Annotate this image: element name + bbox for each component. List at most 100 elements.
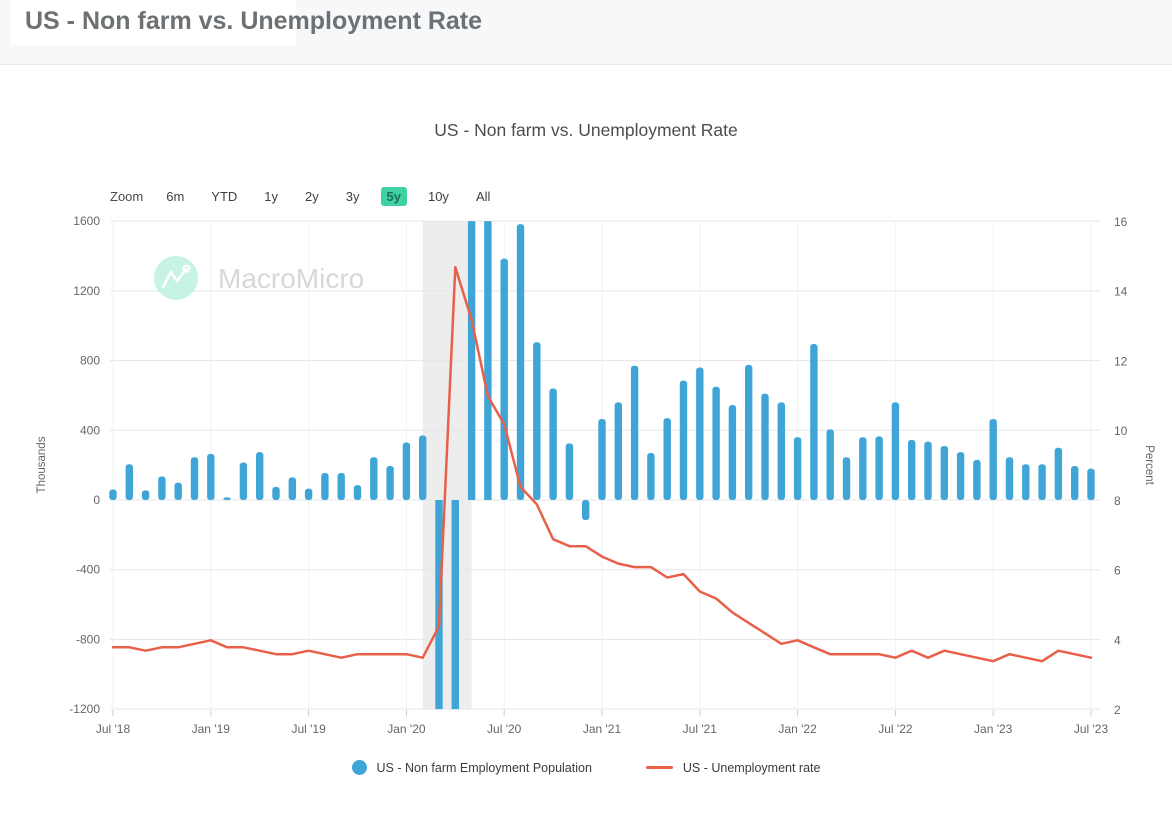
legend-label-nonfarm: US - Non farm Employment Population: [376, 760, 592, 775]
nonfarm-bar[interactable]: [826, 429, 834, 500]
nonfarm-bar[interactable]: [598, 418, 606, 500]
nonfarm-bar[interactable]: [810, 344, 818, 500]
x-tick-label: Jan '19: [192, 722, 231, 736]
y-left-tick-label: 1200: [73, 284, 100, 298]
x-tick-label: Jul '18: [96, 722, 131, 736]
nonfarm-bar[interactable]: [190, 457, 199, 500]
nonfarm-bar[interactable]: [239, 462, 248, 500]
nonfarm-bar[interactable]: [875, 436, 883, 500]
nonfarm-bar[interactable]: [386, 466, 394, 500]
nonfarm-bar[interactable]: [141, 490, 150, 500]
nonfarm-bar[interactable]: [973, 459, 981, 500]
legend-circle-marker: [351, 760, 367, 775]
nonfarm-bar[interactable]: [207, 453, 215, 500]
nonfarm-bar[interactable]: [940, 445, 948, 500]
y-right-tick-label: 6: [1114, 564, 1121, 578]
legend-line-marker: [645, 765, 673, 770]
nonfarm-bar[interactable]: [1054, 447, 1063, 500]
range-button-5y[interactable]: 5y: [380, 187, 407, 206]
y-right-tick-label: 12: [1114, 354, 1128, 368]
nonfarm-bar[interactable]: [793, 437, 802, 500]
y-left-tick-label: 1600: [73, 214, 100, 228]
x-tick-label: Jul '19: [291, 722, 326, 736]
range-button-3y[interactable]: 3y: [345, 189, 360, 204]
nonfarm-bar[interactable]: [256, 452, 264, 500]
macromicro-logo-ring-icon: [182, 264, 191, 273]
nonfarm-bar[interactable]: [565, 443, 574, 500]
legend-item-unemployment[interactable]: US - Unemployment rate: [645, 760, 821, 775]
range-button-all[interactable]: All: [475, 189, 491, 204]
nonfarm-bar[interactable]: [745, 364, 753, 500]
nonfarm-bar[interactable]: [533, 342, 541, 500]
nonfarm-bar[interactable]: [321, 472, 329, 500]
nonfarm-bar[interactable]: [370, 457, 378, 500]
nonfarm-bar[interactable]: [1022, 464, 1030, 500]
nonfarm-bar[interactable]: [549, 388, 557, 500]
legend: US - Non farm Employment Population US -…: [0, 760, 1172, 775]
nonfarm-bar[interactable]: [484, 221, 492, 500]
y-right-tick-label: 8: [1114, 494, 1121, 508]
nonfarm-bar[interactable]: [467, 221, 476, 500]
nonfarm-bar[interactable]: [891, 402, 900, 500]
nonfarm-bar[interactable]: [908, 439, 916, 500]
nonfarm-bar[interactable]: [989, 418, 997, 500]
y-left-tick-label: 400: [80, 423, 100, 437]
nonfarm-bar[interactable]: [288, 477, 296, 500]
nonfarm-bar[interactable]: [451, 500, 459, 710]
range-button-2y[interactable]: 2y: [305, 189, 319, 204]
macromicro-watermark-text: MacroMicro: [218, 263, 364, 294]
y-right-axis-title: Percent: [1143, 445, 1155, 485]
nonfarm-bar[interactable]: [1087, 468, 1095, 500]
nonfarm-bar[interactable]: [924, 441, 932, 500]
x-tick-label: Jan '20: [387, 722, 426, 736]
range-button-ytd[interactable]: YTD: [211, 189, 238, 204]
x-tick-label: Jul '23: [1074, 722, 1109, 736]
nonfarm-bar[interactable]: [728, 405, 737, 500]
legend-item-nonfarm[interactable]: US - Non farm Employment Population: [351, 760, 592, 775]
nonfarm-bar[interactable]: [1005, 457, 1014, 500]
nonfarm-bar[interactable]: [1071, 466, 1079, 500]
y-left-tick-label: -400: [76, 563, 100, 577]
nonfarm-bar[interactable]: [174, 482, 182, 500]
nonfarm-bar[interactable]: [419, 435, 427, 500]
nonfarm-bar[interactable]: [337, 472, 345, 500]
range-button-6m[interactable]: 6m: [166, 189, 185, 204]
nonfarm-bar[interactable]: [1038, 464, 1046, 500]
nonfarm-bar[interactable]: [696, 367, 704, 500]
nonfarm-bar[interactable]: [614, 402, 622, 500]
y-left-tick-label: -1200: [69, 702, 100, 716]
x-tick-label: Jan '22: [778, 722, 817, 736]
legend-label-unemployment: US - Unemployment rate: [682, 760, 821, 775]
nonfarm-bar[interactable]: [304, 488, 313, 500]
y-right-tick-label: 10: [1114, 424, 1128, 438]
nonfarm-bar[interactable]: [500, 258, 508, 500]
nonfarm-bar[interactable]: [516, 224, 525, 500]
nonfarm-bar[interactable]: [272, 486, 280, 500]
y-left-tick-label: 0: [93, 493, 100, 507]
nonfarm-bar[interactable]: [158, 476, 166, 500]
nonfarm-bar[interactable]: [647, 452, 655, 500]
nonfarm-bar[interactable]: [663, 418, 671, 500]
nonfarm-bar[interactable]: [777, 402, 785, 500]
nonfarm-bar[interactable]: [402, 442, 411, 500]
nonfarm-bar[interactable]: [630, 365, 639, 500]
nonfarm-bar[interactable]: [712, 386, 720, 500]
range-selector: Zoom 6m YTD 1y 2y 3y 5y 10y All: [110, 185, 496, 208]
nonfarm-bar[interactable]: [109, 489, 117, 500]
nonfarm-bar[interactable]: [761, 393, 769, 500]
nonfarm-bar[interactable]: [859, 437, 867, 500]
range-button-1y[interactable]: 1y: [264, 189, 279, 204]
nonfarm-bar[interactable]: [956, 452, 965, 500]
unemployment-line[interactable]: [111, 266, 1093, 663]
y-right-tick-label: 2: [1114, 703, 1121, 717]
nonfarm-bar[interactable]: [679, 380, 688, 500]
range-button-10y[interactable]: 10y: [427, 189, 449, 204]
nonfarm-bar[interactable]: [223, 497, 231, 500]
nonfarm-bar[interactable]: [125, 464, 133, 500]
y-left-tick-label: 800: [80, 354, 100, 368]
nonfarm-bar[interactable]: [353, 485, 362, 500]
nonfarm-bar[interactable]: [582, 500, 590, 521]
nonfarm-bar[interactable]: [842, 457, 851, 500]
